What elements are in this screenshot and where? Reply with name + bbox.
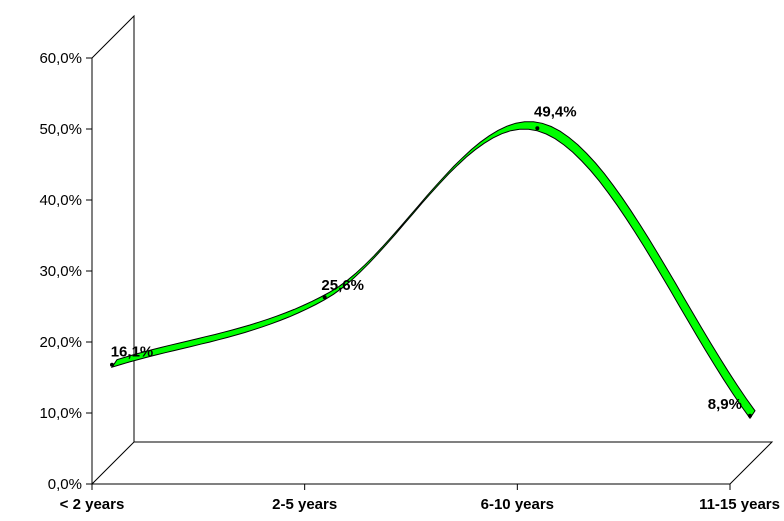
x-tick-label: 11-15 years [699, 496, 780, 513]
x-tick-label: 6-10 years [481, 496, 554, 513]
floor [90, 441, 774, 485]
x-tick-label: < 2 years [60, 496, 125, 513]
y-tick-label: 30,0% [39, 263, 82, 280]
y-tick-label: 20,0% [39, 334, 82, 351]
chart-frame [90, 14, 774, 485]
y-axis: 0,0% 10,0% 20,0% 30,0% 40,0% 50,0% 60,0% [39, 50, 92, 493]
data-point [535, 126, 540, 131]
data-label: 8,9% [708, 396, 742, 413]
data-point [322, 295, 327, 300]
y-tick-label: 50,0% [39, 121, 82, 138]
back-wall-edge [91, 14, 135, 442]
y-tick-label: 10,0% [39, 405, 82, 422]
data-label: 25,6% [321, 277, 364, 294]
x-axis: < 2 years 2-5 years 6-10 years 11-15 years [60, 484, 780, 513]
data-label: 49,4% [534, 103, 577, 120]
y-tick-label: 0,0% [48, 476, 82, 493]
data-label: 16,1% [111, 344, 154, 361]
data-point [110, 362, 114, 367]
series-ribbon [110, 121, 756, 420]
series-line [110, 121, 756, 420]
data-labels: 16,1% 25,6% 49,4% 8,9% [110, 103, 752, 418]
data-point [748, 413, 752, 418]
x-tick-label: 2-5 years [272, 496, 337, 513]
y-tick-label: 60,0% [39, 50, 82, 67]
y-tick-label: 40,0% [39, 192, 82, 209]
